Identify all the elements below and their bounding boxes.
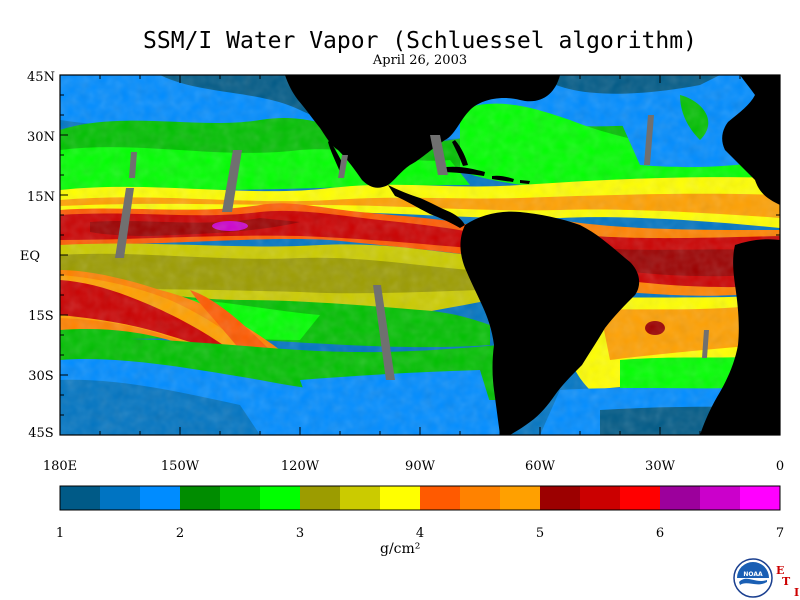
lon-label-180e: 180E (43, 459, 77, 474)
colorbar-swatch (220, 486, 261, 510)
longitude-labels: 180E 150W 120W 90W 60W 30W 0 (43, 459, 784, 474)
noaa-logo-text: NOAA (743, 571, 763, 578)
colorbar-swatch (500, 486, 541, 510)
lon-label-0: 0 (776, 459, 784, 474)
lon-label-60w: 60W (525, 459, 556, 474)
colorbar-swatch (660, 486, 701, 510)
land-masses (285, 75, 780, 435)
colorbar-swatch (300, 486, 341, 510)
colorbar-swatch (340, 486, 381, 510)
noaa-logo: NOAA (733, 558, 773, 598)
eti-letter-e: E (776, 564, 785, 577)
latitude-labels: 45N 30N 15N EQ 15S 30S 45S (20, 70, 55, 441)
colorbar-swatch (740, 486, 781, 510)
colorbar-swatch (540, 486, 581, 510)
colorbar-swatch (140, 486, 181, 510)
colorbar-tick-labels: 1 2 3 4 5 6 7 (56, 526, 784, 541)
map-title: SSM/I Water Vapor (Schluessel algorithm) (143, 28, 697, 54)
colorbar-tick-4: 4 (416, 526, 424, 541)
colorbar-tick-3: 3 (296, 526, 304, 541)
map-date: April 26, 2003 (372, 53, 468, 68)
lat-label-15s: 15S (28, 309, 53, 324)
lat-label-45n: 45N (27, 70, 55, 85)
colorbar-tick-6: 6 (656, 526, 664, 541)
lat-label-45s: 45S (28, 426, 53, 441)
map-field (60, 75, 780, 435)
colorbar-frame (59, 485, 781, 511)
colorbar-swatch (580, 486, 621, 510)
lat-label-30n: 30N (27, 130, 55, 145)
no-data-swaths (115, 115, 709, 380)
colorbar-unit: g/cm² (380, 541, 421, 557)
lon-label-30w: 30W (645, 459, 676, 474)
eti-letter-i: I (794, 586, 800, 599)
colorbar-tick-5: 5 (536, 526, 544, 541)
lon-label-150w: 150W (161, 459, 200, 474)
colorbar-swatch (60, 486, 101, 510)
colorbar-swatch (380, 486, 421, 510)
colorbar-swatch (620, 486, 661, 510)
colorbar (60, 486, 781, 510)
axis-ticks (59, 74, 781, 436)
colorbar-swatch (420, 486, 461, 510)
colorbar-swatch (700, 486, 741, 510)
colorbar-swatch (180, 486, 221, 510)
lon-label-120w: 120W (281, 459, 320, 474)
lon-label-90w: 90W (405, 459, 436, 474)
lat-label-15n: 15N (27, 190, 55, 205)
lat-label-eq: EQ (20, 249, 40, 264)
colorbar-tick-1: 1 (56, 526, 64, 541)
lat-label-30s: 30S (28, 369, 53, 384)
colorbar-tick-7: 7 (776, 526, 784, 541)
colorbar-tick-2: 2 (176, 526, 184, 541)
colorbar-swatch (100, 486, 141, 510)
colorbar-swatch (460, 486, 501, 510)
eti-letter-t: T (782, 575, 791, 588)
colorbar-swatch (260, 486, 301, 510)
